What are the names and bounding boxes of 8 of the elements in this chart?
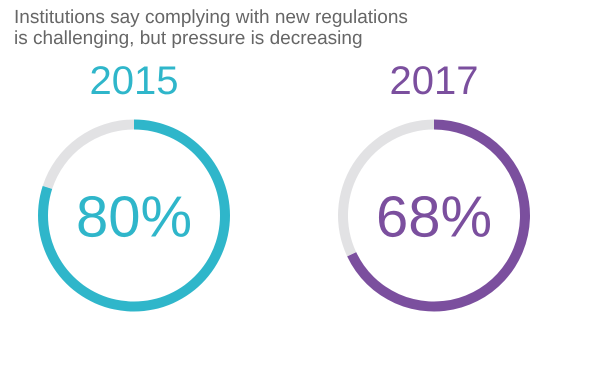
chart-title: 2015: [90, 59, 178, 103]
donut-slice: [347, 120, 530, 312]
data-label: 80%: [76, 184, 192, 250]
donut-slice: [38, 120, 230, 312]
chart-title: 2017: [390, 59, 478, 103]
donut-slice: [42, 120, 134, 189]
text: Institutions say complying with new regulations is challenging, but pressure is decreasing: [14, 7, 408, 49]
data-label: 68%: [376, 184, 492, 250]
